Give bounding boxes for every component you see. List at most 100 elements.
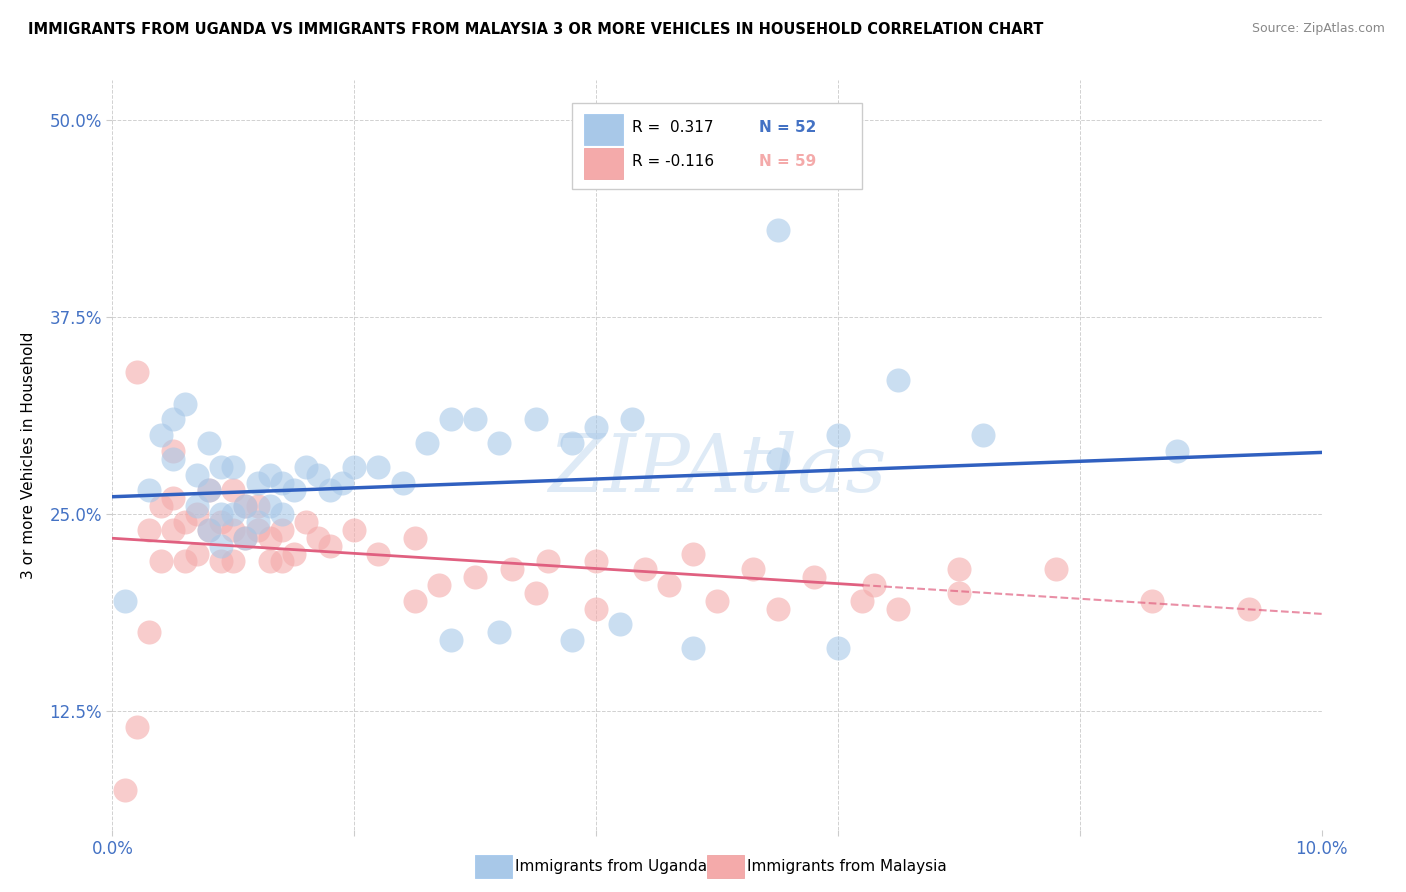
Immigrants from Uganda — [488, 625, 510, 640]
Immigrants from Uganda — [283, 483, 305, 498]
Immigrants from Uganda — [440, 412, 463, 426]
Immigrants from Uganda — [1166, 444, 1188, 458]
Immigrants from Uganda — [114, 594, 136, 608]
Immigrants from Uganda — [766, 223, 789, 237]
Text: Immigrants from Malaysia: Immigrants from Malaysia — [747, 859, 946, 873]
Immigrants from Malaysia — [125, 720, 148, 734]
Immigrants from Malaysia — [138, 625, 160, 640]
Immigrants from Malaysia — [658, 578, 681, 592]
Immigrants from Malaysia — [259, 554, 281, 568]
Immigrants from Uganda — [972, 428, 994, 442]
Immigrants from Malaysia — [524, 586, 547, 600]
Immigrants from Malaysia — [1237, 601, 1260, 615]
Immigrants from Malaysia — [742, 562, 765, 576]
Immigrants from Uganda — [295, 459, 318, 474]
Immigrants from Malaysia — [585, 554, 607, 568]
Immigrants from Uganda — [270, 475, 292, 490]
Immigrants from Uganda — [149, 428, 172, 442]
Text: R =  0.317: R = 0.317 — [633, 120, 714, 135]
Immigrants from Uganda — [585, 420, 607, 434]
Immigrants from Malaysia — [162, 444, 184, 458]
Immigrants from Uganda — [235, 499, 257, 513]
Immigrants from Uganda — [259, 467, 281, 482]
Immigrants from Malaysia — [319, 539, 342, 553]
Immigrants from Malaysia — [246, 499, 269, 513]
Immigrants from Malaysia — [948, 586, 970, 600]
Immigrants from Malaysia — [501, 562, 523, 576]
Immigrants from Malaysia — [149, 499, 172, 513]
Immigrants from Uganda — [162, 412, 184, 426]
Immigrants from Uganda — [330, 475, 353, 490]
Immigrants from Malaysia — [682, 547, 704, 561]
Immigrants from Malaysia — [259, 531, 281, 545]
Text: N = 52: N = 52 — [759, 120, 817, 135]
Immigrants from Malaysia — [766, 601, 789, 615]
Immigrants from Malaysia — [585, 601, 607, 615]
Immigrants from Malaysia — [706, 594, 728, 608]
Immigrants from Malaysia — [283, 547, 305, 561]
Immigrants from Uganda — [259, 499, 281, 513]
Immigrants from Malaysia — [464, 570, 486, 584]
Immigrants from Malaysia — [209, 554, 232, 568]
Immigrants from Malaysia — [863, 578, 886, 592]
Immigrants from Malaysia — [149, 554, 172, 568]
Immigrants from Uganda — [827, 641, 849, 656]
Immigrants from Uganda — [319, 483, 342, 498]
Immigrants from Uganda — [488, 436, 510, 450]
Immigrants from Malaysia — [162, 523, 184, 537]
FancyBboxPatch shape — [583, 148, 623, 179]
Immigrants from Malaysia — [222, 554, 245, 568]
Immigrants from Uganda — [524, 412, 547, 426]
Immigrants from Uganda — [209, 539, 232, 553]
Immigrants from Uganda — [621, 412, 644, 426]
Immigrants from Uganda — [270, 507, 292, 521]
Text: R = -0.116: R = -0.116 — [633, 153, 714, 169]
Y-axis label: 3 or more Vehicles in Household: 3 or more Vehicles in Household — [21, 331, 35, 579]
Immigrants from Uganda — [609, 617, 631, 632]
Immigrants from Malaysia — [162, 491, 184, 506]
Immigrants from Uganda — [307, 467, 329, 482]
Immigrants from Malaysia — [270, 523, 292, 537]
Immigrants from Malaysia — [222, 523, 245, 537]
FancyBboxPatch shape — [572, 103, 862, 189]
Immigrants from Malaysia — [1142, 594, 1164, 608]
Immigrants from Malaysia — [198, 523, 221, 537]
Immigrants from Uganda — [186, 467, 208, 482]
Immigrants from Malaysia — [198, 483, 221, 498]
Text: Immigrants from Uganda: Immigrants from Uganda — [515, 859, 707, 873]
Immigrants from Malaysia — [138, 523, 160, 537]
Immigrants from Malaysia — [174, 515, 197, 529]
Immigrants from Uganda — [464, 412, 486, 426]
Immigrants from Uganda — [887, 373, 910, 387]
Immigrants from Uganda — [162, 451, 184, 466]
Immigrants from Malaysia — [235, 531, 257, 545]
Immigrants from Uganda — [827, 428, 849, 442]
Immigrants from Malaysia — [343, 523, 366, 537]
Immigrants from Malaysia — [367, 547, 389, 561]
Immigrants from Malaysia — [427, 578, 450, 592]
Immigrants from Uganda — [174, 397, 197, 411]
Immigrants from Uganda — [343, 459, 366, 474]
Immigrants from Malaysia — [948, 562, 970, 576]
Immigrants from Malaysia — [851, 594, 873, 608]
Immigrants from Uganda — [561, 633, 583, 648]
Immigrants from Uganda — [138, 483, 160, 498]
Immigrants from Uganda — [222, 459, 245, 474]
Immigrants from Uganda — [367, 459, 389, 474]
Immigrants from Uganda — [198, 483, 221, 498]
Immigrants from Uganda — [682, 641, 704, 656]
Immigrants from Malaysia — [295, 515, 318, 529]
Immigrants from Malaysia — [887, 601, 910, 615]
Text: Source: ZipAtlas.com: Source: ZipAtlas.com — [1251, 22, 1385, 36]
Immigrants from Malaysia — [270, 554, 292, 568]
Immigrants from Malaysia — [803, 570, 825, 584]
Immigrants from Malaysia — [114, 783, 136, 797]
Immigrants from Malaysia — [404, 531, 426, 545]
Text: ZIPAtlas: ZIPAtlas — [548, 431, 886, 508]
Immigrants from Malaysia — [537, 554, 560, 568]
Immigrants from Malaysia — [125, 365, 148, 379]
Immigrants from Malaysia — [235, 499, 257, 513]
Immigrants from Uganda — [391, 475, 413, 490]
Immigrants from Malaysia — [186, 547, 208, 561]
Immigrants from Malaysia — [174, 554, 197, 568]
